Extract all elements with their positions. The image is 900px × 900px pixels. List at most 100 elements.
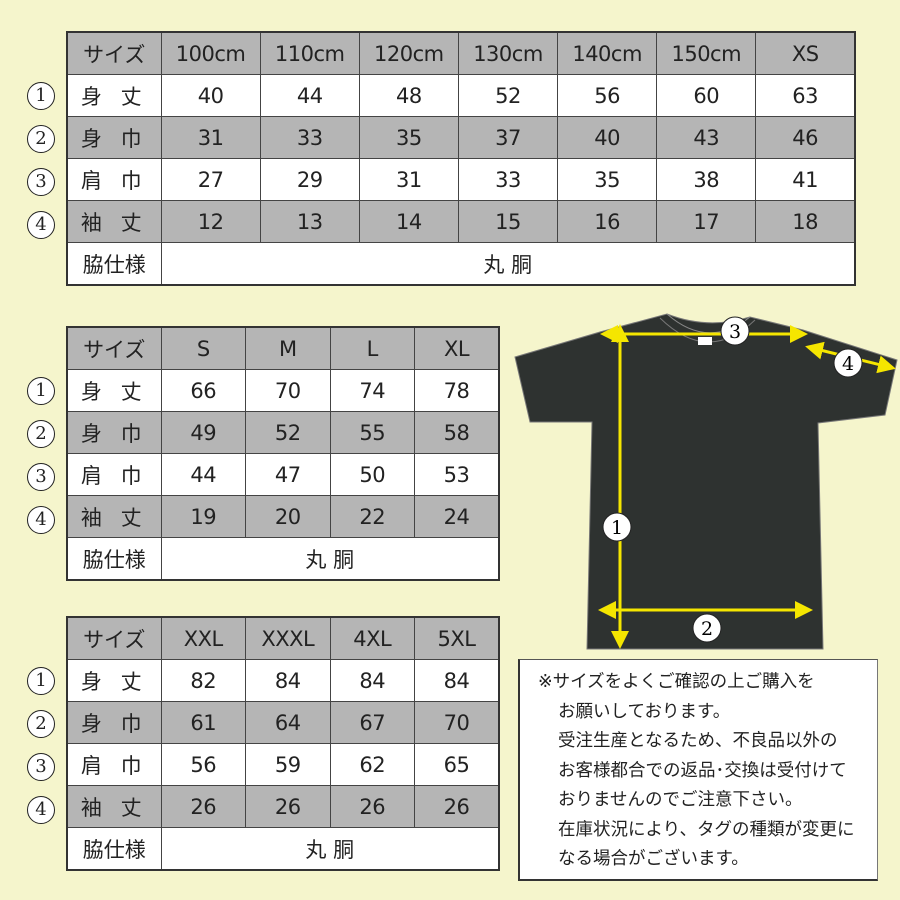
measurement-cell: 12 xyxy=(160,200,261,243)
measurement-cell: 44 xyxy=(259,74,360,117)
row-label: サイズ xyxy=(66,31,162,75)
size-header: 150cm xyxy=(656,31,757,75)
marker-2: 2 xyxy=(692,613,722,643)
size-header: XS xyxy=(755,31,856,75)
measurement-cell: 58 xyxy=(414,411,500,454)
measurement-cell: 37 xyxy=(457,116,559,159)
notice-line: おりませんのでご注意下さい。 xyxy=(558,790,803,810)
size-table-large: サイズ XXL XXXL 4XL 5XL 身 丈 82 84 84 84 身 巾 61 64 67 70 肩 … xyxy=(66,616,500,871)
size-header: M xyxy=(245,326,331,370)
header-row: サイズ 100cm 110cm 120cm 130cm 140cm 150cm XS xyxy=(66,31,856,75)
size-header: S xyxy=(160,326,246,370)
size-header: 140cm xyxy=(557,31,658,75)
row-label: 身 巾 xyxy=(66,701,162,744)
measurement-cell: 35 xyxy=(358,116,459,159)
measurement-cell: 33 xyxy=(457,158,559,201)
row-label: 袖 丈 xyxy=(66,495,162,538)
measurement-cell: 52 xyxy=(457,74,559,117)
measurement-cell: 50 xyxy=(329,453,415,496)
measurement-cell: 56 xyxy=(557,74,658,117)
table-row: 肩 巾 27 29 31 33 35 38 41 xyxy=(66,158,856,201)
notice-line: お願いしております。 xyxy=(558,701,731,722)
size-header: 120cm xyxy=(358,31,459,75)
measurement-cell: 31 xyxy=(160,116,261,159)
measurement-cell: 35 xyxy=(557,158,658,201)
row-label: 身 丈 xyxy=(66,74,162,117)
measurement-cell: 55 xyxy=(329,411,415,454)
table-row: 身 巾 61 64 67 70 xyxy=(66,701,500,744)
measurement-cell: 26 xyxy=(329,785,415,828)
row-marker: 1 xyxy=(27,377,55,405)
side-spec-row: 脇仕様丸 胴 xyxy=(66,537,500,581)
measurement-cell: 64 xyxy=(245,701,331,744)
table-row: 身 丈 40 44 48 52 56 60 63 xyxy=(66,74,856,117)
measurement-cell: 14 xyxy=(358,200,459,243)
measurement-cell: 22 xyxy=(329,495,415,538)
table-row: 袖 丈 12 13 14 15 16 17 18 xyxy=(66,200,856,243)
size-header: 110cm xyxy=(259,31,360,75)
measurement-cell: 27 xyxy=(160,158,261,201)
marker-1: 1 xyxy=(602,512,632,542)
measurement-cell: 46 xyxy=(755,116,856,159)
measurement-cell: 53 xyxy=(414,453,500,496)
row-label: 脇仕様 xyxy=(66,827,162,871)
measurement-cell: 74 xyxy=(329,369,415,412)
table-row: 身 丈 82 84 84 84 xyxy=(66,659,500,702)
measurement-cell: 26 xyxy=(245,785,331,828)
header-row: サイズ S M L XL xyxy=(66,326,500,370)
side-spec-value: 丸 胴 xyxy=(160,242,856,286)
size-header: 4XL xyxy=(329,616,415,660)
measurement-cell: 66 xyxy=(160,369,246,412)
measurement-cell: 84 xyxy=(329,659,415,702)
side-spec-value: 丸 胴 xyxy=(160,827,500,871)
side-spec-row: 脇仕様丸 胴 xyxy=(66,242,856,286)
row-marker: 3 xyxy=(27,168,55,196)
size-header: XXXL xyxy=(245,616,331,660)
table-row: 肩 巾 56 59 62 65 xyxy=(66,743,500,786)
tshirt-diagram: 1 2 3 4 xyxy=(514,313,898,650)
size-header: 5XL xyxy=(414,616,500,660)
row-label: 身 巾 xyxy=(66,116,162,159)
measurement-cell: 70 xyxy=(245,369,331,412)
tag-icon xyxy=(698,337,712,345)
measurement-cell: 26 xyxy=(160,785,246,828)
row-label: 袖 丈 xyxy=(66,200,162,243)
notice-box: ※サイズをよくご確認の上ご購入を お願いしております。 受注生産となるため、不良… xyxy=(518,659,878,881)
measurement-cell: 44 xyxy=(160,453,246,496)
measurement-cell: 33 xyxy=(259,116,360,159)
row-label: 身 丈 xyxy=(66,369,162,412)
size-table-adult: サイズ S M L XL 身 丈 66 70 74 78 身 巾 49 52 55 58 肩 巾 44 47 50 5… xyxy=(66,326,500,581)
table-row: 袖 丈 26 26 26 26 xyxy=(66,785,500,828)
measurement-cell: 20 xyxy=(245,495,331,538)
svg-text:2: 2 xyxy=(701,618,713,640)
measurement-cell: 82 xyxy=(160,659,246,702)
row-marker: 2 xyxy=(27,420,55,448)
measurement-cell: 40 xyxy=(557,116,658,159)
row-label: 身 巾 xyxy=(66,411,162,454)
measurement-cell: 49 xyxy=(160,411,246,454)
size-header: L xyxy=(329,326,415,370)
row-label: サイズ xyxy=(66,616,162,660)
row-label: 袖 丈 xyxy=(66,785,162,828)
side-spec-value: 丸 胴 xyxy=(160,537,500,581)
notice-line: 在庫状況により、タグの種類が変更に xyxy=(558,819,855,840)
header-row: サイズ XXL XXXL 4XL 5XL xyxy=(66,616,500,660)
measurement-cell: 41 xyxy=(755,158,856,201)
row-label: 身 丈 xyxy=(66,659,162,702)
measurement-cell: 78 xyxy=(414,369,500,412)
measurement-cell: 65 xyxy=(414,743,500,786)
measurement-cell: 61 xyxy=(160,701,246,744)
side-spec-row: 脇仕様丸 胴 xyxy=(66,827,500,871)
measurement-cell: 70 xyxy=(414,701,500,744)
measurement-cell: 56 xyxy=(160,743,246,786)
measurement-cell: 84 xyxy=(414,659,500,702)
row-marker: 2 xyxy=(27,710,55,738)
row-label: 脇仕様 xyxy=(66,242,162,286)
size-header: 130cm xyxy=(457,31,559,75)
row-marker: 3 xyxy=(27,463,55,491)
row-marker: 1 xyxy=(27,82,55,110)
marker-4: 4 xyxy=(833,348,863,378)
measurement-cell: 43 xyxy=(656,116,757,159)
row-label: 肩 巾 xyxy=(66,453,162,496)
size-table-kids: サイズ 100cm 110cm 120cm 130cm 140cm 150cm XS 身 丈 40… xyxy=(66,31,856,286)
